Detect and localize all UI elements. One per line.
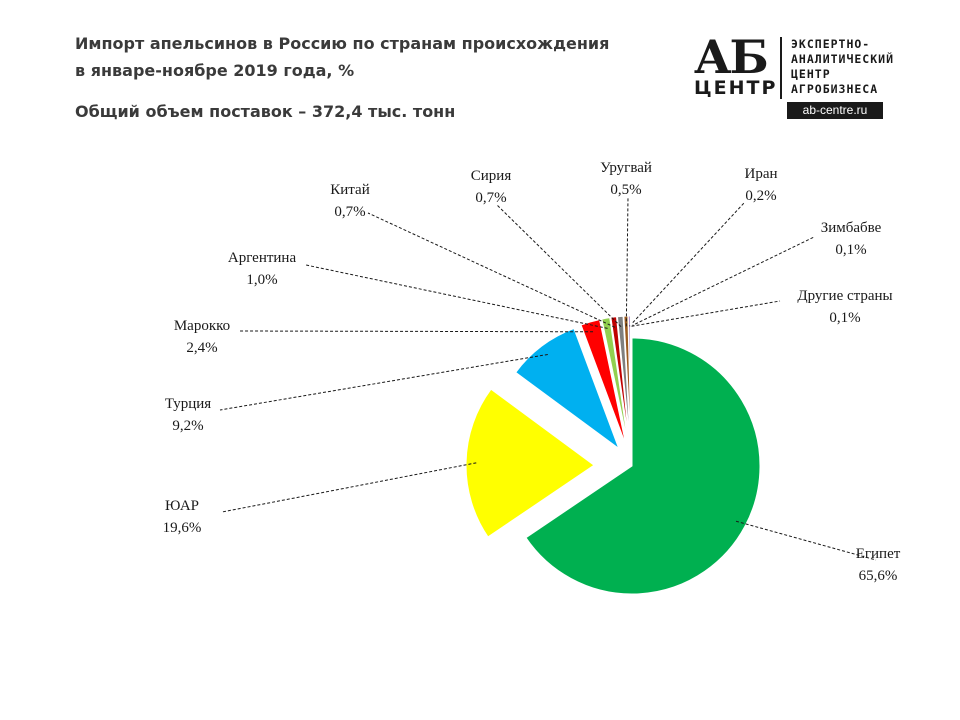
slice-name-label-9: Зимбабве bbox=[821, 220, 882, 236]
pie-slice-10 bbox=[630, 315, 633, 445]
slice-value-label-5: 0,7% bbox=[334, 204, 365, 220]
pie-slice-2 bbox=[515, 327, 620, 450]
slice-name-label-4: Аргентина bbox=[228, 250, 297, 266]
logo-separator bbox=[780, 37, 782, 99]
slice-value-label-1: 19,6% bbox=[163, 520, 202, 536]
logo-line4: АГРОБИЗНЕСА bbox=[791, 82, 879, 96]
logo-centr-text: ЦЕНТР bbox=[694, 77, 778, 99]
leader-line-3 bbox=[239, 330, 594, 333]
leader-line-5 bbox=[367, 212, 616, 328]
slice-value-label-7: 0,5% bbox=[610, 182, 641, 198]
chart-title: Импорт апельсинов в Россию по странам пр… bbox=[75, 30, 609, 84]
pie-slice-6 bbox=[616, 315, 631, 445]
slice-name-label-5: Китай bbox=[330, 182, 369, 198]
leader-line-9 bbox=[630, 236, 815, 327]
logo-line1: ЭКСПЕРТНО- bbox=[791, 37, 871, 51]
leader-line-1 bbox=[221, 462, 477, 513]
slice-name-label-1: ЮАР bbox=[165, 498, 199, 514]
leader-line-6 bbox=[496, 204, 622, 328]
slice-name-label-10: Другие страны bbox=[797, 288, 892, 304]
leader-line-8 bbox=[629, 202, 745, 327]
slice-value-label-6: 0,7% bbox=[475, 190, 506, 206]
pie-slice-5 bbox=[610, 316, 630, 445]
leader-line-10 bbox=[631, 300, 781, 327]
logo-ab-text: АБ bbox=[694, 30, 769, 84]
chart-title-line1: Импорт апельсинов в Россию по странам пр… bbox=[75, 34, 610, 53]
slice-value-label-2: 9,2% bbox=[172, 418, 203, 434]
slice-name-label-3: Марокко bbox=[174, 318, 230, 334]
slice-value-label-0: 65,6% bbox=[859, 568, 898, 584]
pie-slice-1 bbox=[465, 388, 595, 538]
slice-name-label-8: Иран bbox=[744, 166, 777, 182]
leader-line-4 bbox=[305, 264, 608, 329]
leader-line-2 bbox=[219, 353, 548, 411]
slice-value-label-4: 1,0% bbox=[246, 272, 277, 288]
chart-subtitle: Общий объем поставок – 372,4 тыс. тонн bbox=[75, 102, 456, 121]
pie-slice-0 bbox=[525, 337, 761, 595]
slice-name-label-6: Сирия bbox=[471, 168, 512, 184]
chart-title-line2: в январе-ноябре 2019 года, % bbox=[75, 61, 355, 80]
logo-line3: ЦЕНТР bbox=[791, 67, 831, 81]
slice-name-label-7: Уругвай bbox=[600, 160, 652, 176]
slice-name-label-2: Турция bbox=[165, 396, 211, 412]
leader-line-0 bbox=[735, 520, 877, 561]
logo-url: ab-centre.ru bbox=[787, 102, 883, 119]
ab-centre-logo: АБ ЦЕНТР ЭКСПЕРТНО- АНАЛИТИЧЕСКИЙ ЦЕНТР … bbox=[688, 33, 936, 119]
slice-name-label-0: Египет bbox=[856, 546, 901, 562]
leader-line-7 bbox=[625, 196, 629, 327]
slice-value-label-10: 0,1% bbox=[829, 310, 860, 326]
slice-value-label-8: 0,2% bbox=[745, 188, 776, 204]
slice-value-label-9: 0,1% bbox=[835, 242, 866, 258]
logo-line2: АНАЛИТИЧЕСКИЙ bbox=[791, 52, 895, 66]
slice-value-label-3: 2,4% bbox=[186, 340, 217, 356]
pie-slice-4 bbox=[601, 317, 629, 445]
